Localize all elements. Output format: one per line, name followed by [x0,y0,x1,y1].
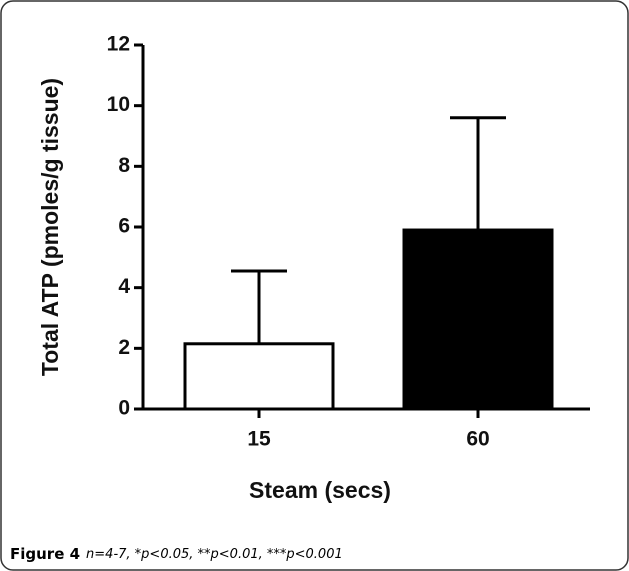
x-axis-label: Steam (secs) [249,477,391,503]
y-tick-label: 2 [118,336,130,359]
bar [402,228,554,411]
y-axis-label: Total ATP (pmoles/g tissue) [37,78,63,376]
y-tick-label: 0 [118,397,130,420]
y-tick-label: 6 [118,215,130,238]
y-tick-label: 8 [118,154,130,177]
y-tick-label: 4 [118,275,130,298]
x-tick-label: 60 [466,428,489,451]
caption: Figure 4 n=4-7, *p<0.05, **p<0.01, ***p<0… [10,545,343,563]
caption-text: n=4-7, *p<0.05, **p<0.01, ***p<0.001 [86,547,343,562]
y-tick-label: 12 [107,33,130,56]
x-tick-label: 15 [247,428,271,451]
figure-label: Figure 4 [10,545,80,563]
y-tick-label: 10 [107,93,130,116]
bar [183,342,335,411]
